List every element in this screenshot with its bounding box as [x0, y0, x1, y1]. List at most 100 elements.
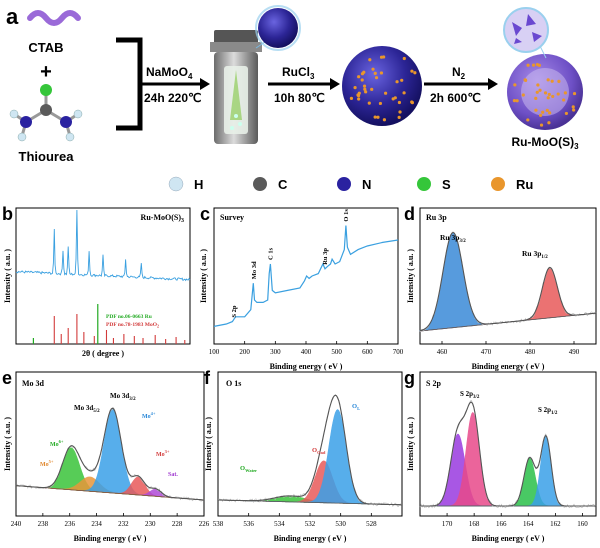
- annot-owater: OWater: [240, 465, 257, 473]
- panel-c-ylabel: Intensity ( a.u. ): [199, 249, 208, 303]
- annot-mo3d32: Mo 3d3/2: [110, 392, 136, 402]
- panel-d-frame: [419, 207, 597, 345]
- panel-c-xtick: 400: [301, 348, 312, 356]
- xps-raw-line: [217, 394, 403, 507]
- panel-c-xtick: 300: [270, 348, 281, 356]
- panel-d-title: Ru 3p: [426, 213, 447, 222]
- panel-b-xlabel: 2θ ( degree ): [82, 349, 124, 358]
- panel-d-xticks: 460 470 480 490: [437, 341, 580, 356]
- panel-c-xtick: 700: [393, 348, 404, 356]
- xtick-label: 228: [172, 520, 183, 528]
- annot-mo4: Mo4+: [142, 411, 156, 420]
- ru-moos3-sphere-icon: [503, 7, 583, 130]
- xps-envelope-line: [420, 401, 596, 507]
- xtick-label: 168: [469, 520, 480, 528]
- panel-d-xlabel: Binding energy ( eV ): [472, 362, 545, 371]
- panel-e-ylabel: Intensity ( a.u. ): [3, 417, 12, 471]
- ctab-molecule-icon: [27, 10, 81, 26]
- xrd-pattern-line: [15, 209, 191, 282]
- xtick-label: 460: [437, 348, 448, 356]
- reagent-bracket: [116, 37, 143, 131]
- mos-sphere-icon: [342, 46, 422, 126]
- reagent-ctab: CTAB: [28, 40, 63, 55]
- step3-condition: 2h 600℃: [430, 91, 481, 105]
- panel-b-title: Ru-MoO(S)3: [141, 213, 184, 224]
- xtick-label: 536: [243, 520, 254, 528]
- panel-c-xlabel: Binding energy ( eV ): [270, 362, 343, 371]
- svg-text:d: d: [404, 204, 415, 224]
- svg-text:e: e: [2, 368, 12, 388]
- xtick-label: 490: [569, 348, 580, 356]
- panel-b-xrd: b Ru-MoO(S)3 Intensity ( a.u. ) 2θ ( deg…: [2, 204, 191, 358]
- panel-f-ylabel: Intensity ( a.u. ): [204, 417, 213, 471]
- annot-mo3: Mo3+: [156, 449, 170, 458]
- panel-c-xtick: 200: [239, 348, 250, 356]
- xtick-label: 234: [91, 520, 102, 528]
- survey-peak-label: O 1s: [343, 209, 350, 222]
- xtick-label: 470: [481, 348, 492, 356]
- xtick-label: 164: [523, 520, 534, 528]
- annot-ru3p32: Ru 3p3/2: [440, 233, 466, 244]
- xtick-label: 530: [335, 520, 346, 528]
- autoclave-icon: [210, 30, 262, 144]
- xps-envelope-line: [218, 394, 402, 506]
- xps-envelope-line: [419, 231, 597, 332]
- step3-reagent: N2: [452, 65, 466, 81]
- svg-text:C: C: [278, 177, 288, 192]
- xtick-label: 528: [366, 520, 377, 528]
- xtick-label: 162: [550, 520, 561, 528]
- xtick-label: 236: [64, 520, 75, 528]
- xtick-label: 226: [199, 520, 210, 528]
- xtick-label: 230: [145, 520, 156, 528]
- annot-s2p32: S 2p3/2: [460, 390, 480, 400]
- product-label: Ru-MoO(S)3: [511, 135, 579, 151]
- panel-c-survey: c Survey Intensity ( a.u. ) 100 200 300 400…: [199, 204, 404, 371]
- panel-f-xlabel: Binding energy ( eV ): [274, 534, 347, 543]
- panel-b-ylabel: Intensity ( a.u. ): [3, 249, 12, 303]
- step2-condition: 10h 80℃: [274, 91, 325, 105]
- xps-component-mo4: [15, 408, 205, 501]
- panel-g-frame: [419, 371, 597, 517]
- pdf-ref-ru: PDF no.06-0663 Ru: [106, 314, 152, 320]
- panel-g-xticks: 170 168 166 164 162 160: [442, 513, 588, 528]
- panel-g-xlabel: Binding energy ( eV ): [472, 534, 545, 543]
- svg-text:f: f: [204, 368, 211, 388]
- legend-item-h: H: [168, 176, 203, 192]
- annot-mo3d52: Mo 3d5/2: [74, 404, 100, 414]
- xtick-label: 538: [213, 520, 224, 528]
- panel-g-plot: [419, 400, 597, 509]
- survey-peak-label: Ru 3p: [322, 248, 329, 265]
- reagent-plus: +: [40, 61, 52, 83]
- panel-b-frame: [15, 207, 191, 345]
- survey-peak-label: S 2p: [231, 305, 238, 317]
- nanosphere-inset-icon: [255, 5, 301, 51]
- panel-c-xtick: 500: [331, 348, 342, 356]
- thiourea-molecule-icon: [9, 84, 83, 142]
- panel-a-scheme: a CTAB + Thiourea NaMoO4: [6, 4, 583, 192]
- panel-g-title: S 2p: [426, 379, 441, 388]
- svg-text:b: b: [2, 204, 13, 224]
- atom-legend: H C N S Ru: [168, 176, 533, 192]
- xtick-label: 240: [11, 520, 22, 528]
- panel-f-xticks: 538 536 534 532 530 528: [213, 513, 377, 528]
- panel-f-o1s: f O 1s Intensity ( a.u. ) 538 536 534 532 53…: [204, 368, 403, 543]
- survey-peak-label: Mo 3d: [251, 261, 258, 279]
- panel-f-title: O 1s: [226, 379, 241, 388]
- panel-d-plot: [419, 231, 597, 332]
- annot-ooad: OOad: [312, 447, 326, 455]
- panel-d-ylabel: Intensity ( a.u. ): [406, 249, 415, 303]
- panel-e-title: Mo 3d: [22, 379, 45, 388]
- step2-reagent: RuCl3: [282, 65, 315, 81]
- svg-text:H: H: [194, 177, 203, 192]
- panel-c-xticks: 100 200 300 400 500 600 700: [209, 341, 404, 356]
- survey-spectrum-line: [213, 225, 399, 327]
- step1-reagent: NaMoO4: [146, 65, 193, 81]
- xtick-label: 532: [305, 520, 316, 528]
- xtick-label: 480: [525, 348, 536, 356]
- xtick-label: 534: [274, 520, 285, 528]
- annot-mo6: Mo6+: [50, 439, 64, 448]
- panel-e-frame: [15, 371, 205, 517]
- xtick-label: 160: [577, 520, 588, 528]
- reagent-thiourea: Thiourea: [19, 149, 75, 164]
- panel-f-plot: [217, 394, 403, 507]
